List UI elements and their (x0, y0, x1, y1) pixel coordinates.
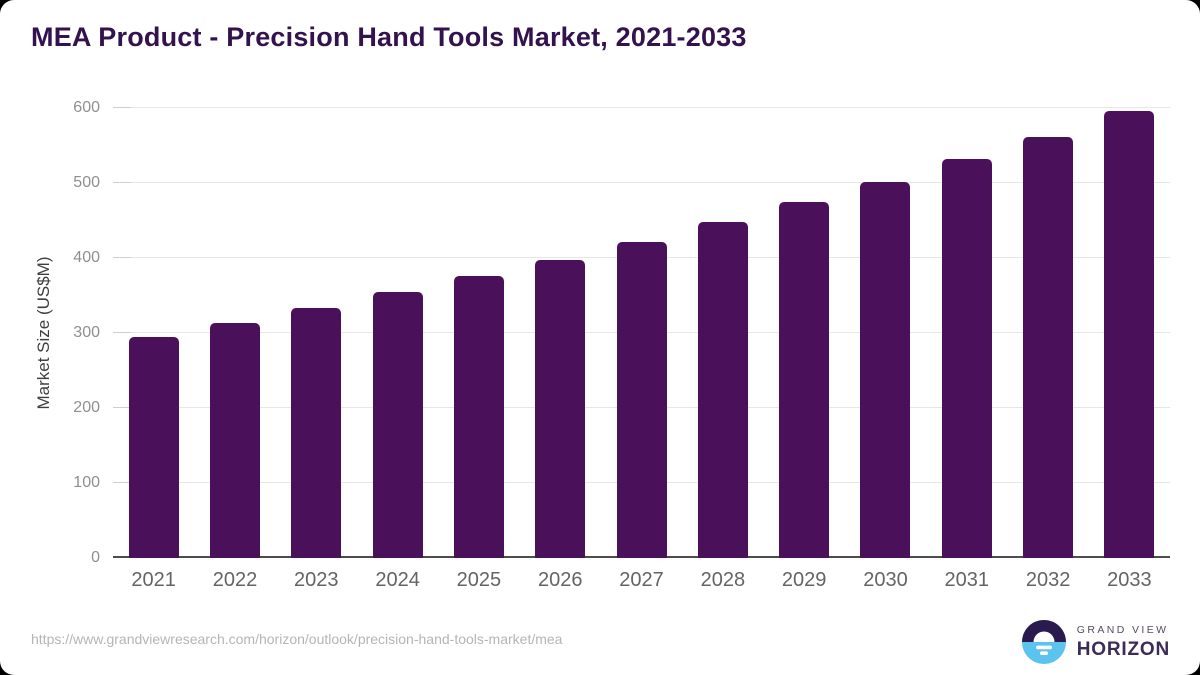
bar-slot (764, 201, 845, 558)
x-tick-label: 2026 (537, 569, 583, 591)
x-axis-labels: 2021 2022 2023 2024 2025 2026 2027 2028 2029 2030… (113, 569, 1170, 592)
source-url: https://www.grandviewresearch.com/horizo… (31, 631, 563, 647)
bar-slot (1089, 111, 1170, 558)
y-tick-label: 300 (73, 324, 100, 341)
bars-layer (113, 108, 1170, 558)
y-tick-label: 600 (73, 99, 100, 116)
bar-slot (113, 336, 194, 558)
bar-slot (438, 276, 519, 558)
bar-slot (926, 159, 1007, 558)
chart-title: MEA Product - Precision Hand Tools Marke… (31, 22, 747, 52)
gridline (113, 107, 1170, 108)
brand-logo-line1: GRAND VIEW (1076, 623, 1169, 636)
brand-logo-text: GRAND VIEW HORIZON (1077, 624, 1170, 661)
bar-slot (845, 181, 926, 558)
y-tick-mark (113, 107, 131, 108)
y-tick-label: 100 (73, 474, 100, 491)
y-tick-mark (113, 482, 131, 483)
y-axis-ticks: 0 100 200 300 400 500 600 (0, 99, 100, 566)
bar-2026[interactable] (535, 259, 586, 558)
horizon-logo-icon (1021, 620, 1066, 664)
bar-slot (357, 291, 438, 558)
x-tick-label: 2025 (456, 569, 502, 591)
y-tick-mark (113, 407, 131, 408)
bar-slot (520, 259, 601, 558)
bar-2031[interactable] (941, 159, 992, 558)
bar-slot (194, 322, 275, 558)
y-tick-label: 200 (73, 399, 100, 416)
x-tick-label: 2024 (375, 569, 420, 591)
bar-2028[interactable] (697, 222, 748, 558)
bar-2030[interactable] (860, 181, 911, 558)
brand-logo: GRAND VIEW HORIZON (1021, 620, 1170, 664)
bar-slot (1007, 136, 1088, 558)
x-tick-label: 2033 (1107, 569, 1152, 591)
bar-2024[interactable] (372, 291, 423, 558)
brand-logo-line2: HORIZON (1076, 638, 1170, 660)
y-tick-label: 500 (73, 174, 100, 191)
bar-2032[interactable] (1023, 136, 1074, 558)
bar-slot (601, 241, 682, 558)
bar-slot (276, 308, 357, 558)
x-tick-label: 2029 (781, 569, 827, 591)
x-tick-label: 2030 (863, 569, 908, 591)
y-tick-label: 0 (91, 549, 100, 566)
y-tick-mark (113, 332, 131, 333)
bar-2029[interactable] (779, 201, 830, 558)
x-tick-label: 2023 (294, 569, 339, 591)
x-tick-label: 2022 (212, 569, 258, 591)
x-tick-label: 2031 (944, 569, 990, 591)
x-tick-label: 2027 (619, 569, 664, 591)
y-tick-mark (113, 257, 131, 258)
bar-2025[interactable] (453, 276, 504, 558)
x-tick-label: 2032 (1025, 569, 1071, 591)
bar-2033[interactable] (1104, 111, 1155, 558)
bar-2021[interactable] (128, 336, 179, 558)
bar-2022[interactable] (209, 322, 260, 558)
bar-2027[interactable] (616, 241, 667, 558)
y-tick-mark (113, 182, 131, 183)
x-tick-label: 2028 (700, 569, 746, 591)
bar-slot (682, 222, 763, 558)
bar-2023[interactable] (291, 308, 342, 558)
y-tick-label: 400 (73, 249, 100, 266)
gridline (113, 182, 1170, 183)
x-tick-label: 2021 (131, 569, 176, 591)
